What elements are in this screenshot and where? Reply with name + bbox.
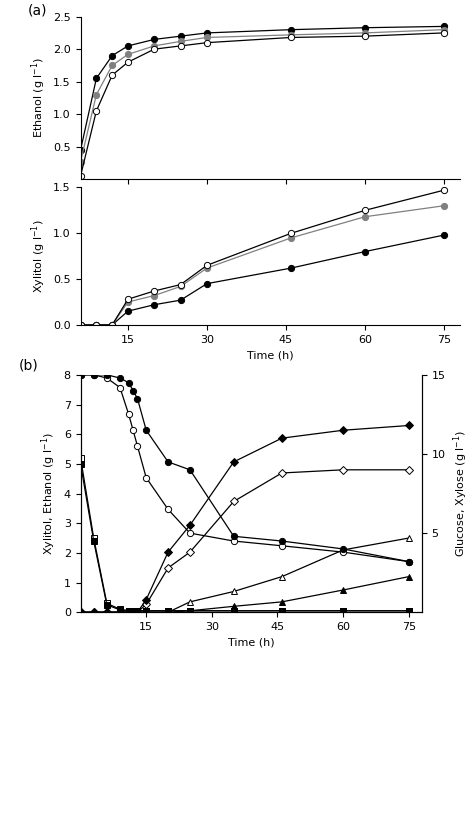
Y-axis label: Xylitol (g l$^{-1}$): Xylitol (g l$^{-1}$) [29,219,48,293]
Y-axis label: Glucose, Xylose (g l$^{-1}$): Glucose, Xylose (g l$^{-1}$) [451,430,470,557]
Y-axis label: Ethanol (g l$^{-1}$): Ethanol (g l$^{-1}$) [29,57,47,138]
Text: (b): (b) [19,358,39,372]
Text: (a): (a) [27,3,47,17]
X-axis label: Time (h): Time (h) [247,350,293,360]
X-axis label: Time (h): Time (h) [228,637,274,647]
Y-axis label: Xylitol, Ethanol (g l$^{-1}$): Xylitol, Ethanol (g l$^{-1}$) [39,432,58,555]
